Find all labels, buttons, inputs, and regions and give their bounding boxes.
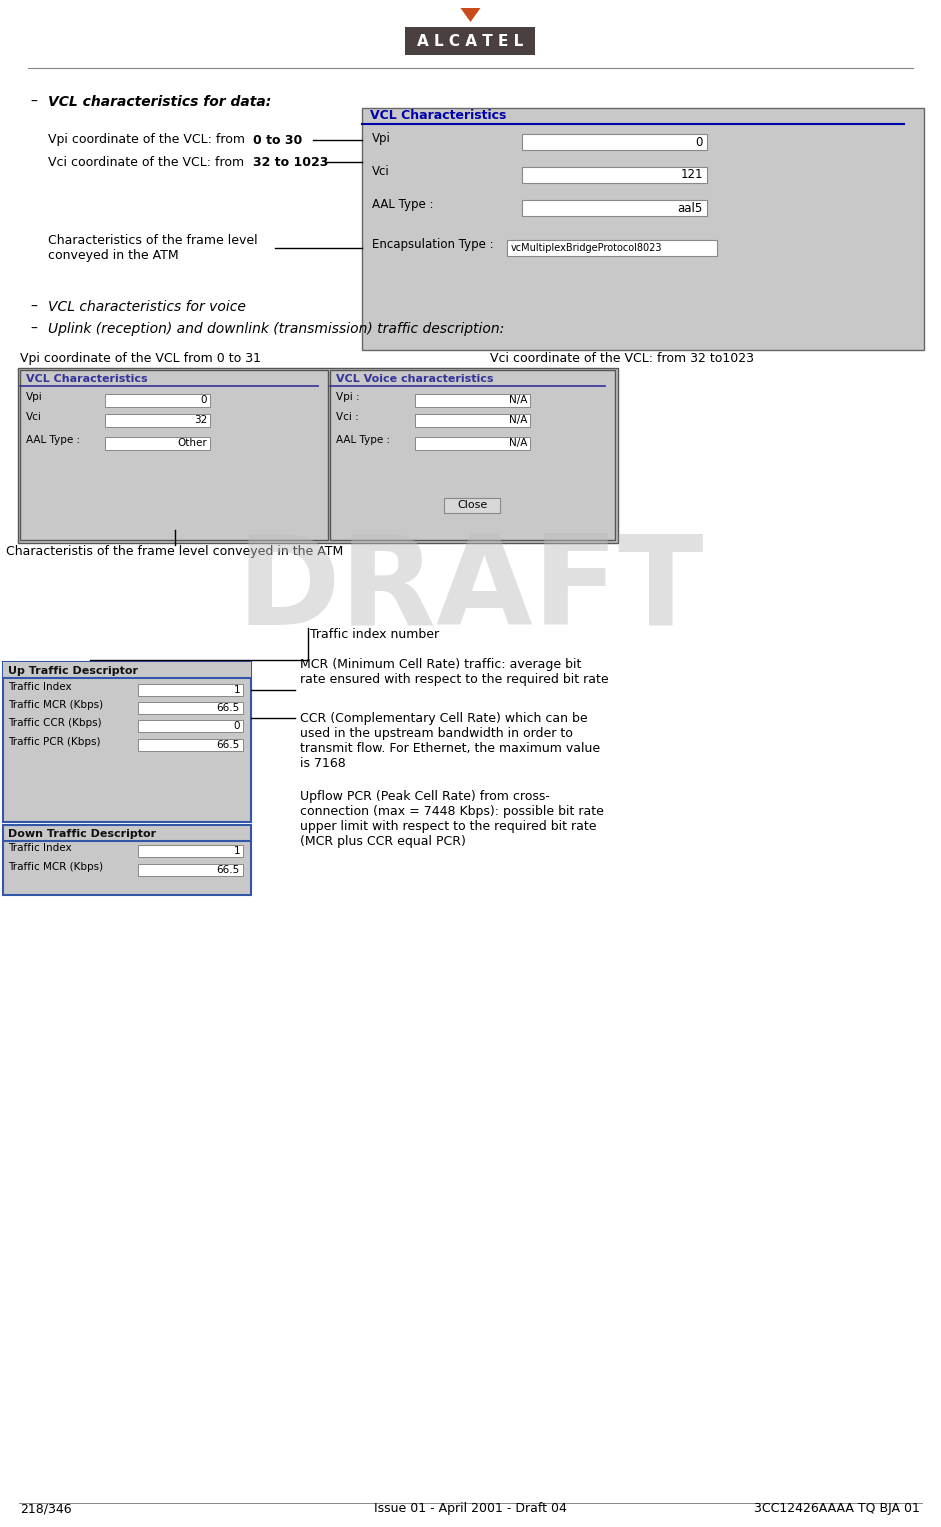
Bar: [138, 864, 243, 876]
Text: 66.5: 66.5: [216, 741, 240, 750]
Text: Vpi coordinate of the VCL: from: Vpi coordinate of the VCL: from: [48, 133, 249, 147]
Text: Encapsulation Type :: Encapsulation Type :: [372, 238, 494, 250]
Bar: [3, 825, 251, 895]
Text: AAL Type :: AAL Type :: [26, 435, 80, 444]
Text: –: –: [30, 95, 37, 108]
Text: AAL Type :: AAL Type :: [372, 199, 434, 211]
Bar: [138, 721, 243, 731]
Bar: [138, 739, 243, 751]
Text: 218/346: 218/346: [20, 1503, 72, 1515]
Text: Issue 01 - April 2001 - Draft 04: Issue 01 - April 2001 - Draft 04: [374, 1503, 566, 1515]
Text: 66.5: 66.5: [216, 864, 240, 875]
Text: Vci: Vci: [26, 412, 42, 421]
Bar: [105, 437, 210, 450]
Text: Other: Other: [177, 438, 207, 447]
Text: Vpi: Vpi: [26, 392, 42, 402]
Text: N/A: N/A: [509, 415, 527, 425]
Bar: [138, 844, 243, 857]
Bar: [138, 684, 243, 696]
Text: 0: 0: [233, 721, 240, 731]
Text: VCL characteristics for data:: VCL characteristics for data:: [48, 95, 271, 108]
Text: Close: Close: [457, 499, 487, 510]
Text: Traffic PCR (Kbps): Traffic PCR (Kbps): [8, 738, 101, 747]
Text: Vpi coordinate of the VCL from 0 to 31: Vpi coordinate of the VCL from 0 to 31: [20, 353, 261, 365]
Text: AAL Type :: AAL Type :: [336, 435, 391, 444]
Text: 32 to 1023: 32 to 1023: [253, 156, 328, 168]
Text: VCL Characteristics: VCL Characteristics: [26, 374, 148, 383]
Text: Upflow PCR (Peak Cell Rate) from cross-
connection (max = 7448 Kbps): possible b: Upflow PCR (Peak Cell Rate) from cross- …: [300, 789, 604, 847]
Text: Characteristis of the frame level conveyed in the ATM: Characteristis of the frame level convey…: [7, 545, 343, 557]
Bar: [105, 414, 210, 428]
Text: aal5: aal5: [678, 202, 703, 214]
Text: 1: 1: [233, 686, 240, 695]
Text: 1: 1: [233, 846, 240, 857]
Text: N/A: N/A: [509, 438, 527, 447]
Bar: [415, 437, 530, 450]
Text: –: –: [30, 299, 37, 315]
Bar: [444, 498, 501, 513]
Text: A L C A T E L: A L C A T E L: [418, 34, 523, 49]
Text: Vpi :: Vpi :: [336, 392, 359, 402]
Bar: [522, 200, 707, 215]
Bar: [507, 240, 717, 257]
Text: VCL characteristics for voice: VCL characteristics for voice: [48, 299, 246, 315]
Text: Down Traffic Descriptor: Down Traffic Descriptor: [8, 829, 156, 838]
Text: Vci coordinate of the VCL: from 32 to1023: Vci coordinate of the VCL: from 32 to102…: [490, 353, 754, 365]
Text: Vpi: Vpi: [372, 131, 391, 145]
Polygon shape: [460, 8, 481, 21]
Text: DRAFT: DRAFT: [236, 530, 704, 651]
Text: Traffic CCR (Kbps): Traffic CCR (Kbps): [8, 718, 102, 728]
Bar: [415, 414, 530, 428]
Text: Traffic index number: Traffic index number: [310, 628, 439, 641]
Bar: [3, 663, 251, 822]
Text: CCR (Complementary Cell Rate) which can be
used in the upstream bandwidth in ord: CCR (Complementary Cell Rate) which can …: [300, 712, 600, 770]
Text: 66.5: 66.5: [216, 702, 240, 713]
Text: Traffic MCR (Kbps): Traffic MCR (Kbps): [8, 863, 104, 872]
Text: vcMultiplexBridgeProtocol8023: vcMultiplexBridgeProtocol8023: [511, 243, 662, 253]
Bar: [105, 394, 210, 408]
Text: N/A: N/A: [509, 395, 527, 405]
Text: Vci: Vci: [372, 165, 390, 179]
Bar: [362, 108, 924, 350]
Bar: [406, 27, 535, 55]
Text: Up Traffic Descriptor: Up Traffic Descriptor: [8, 666, 138, 676]
Text: 32: 32: [194, 415, 207, 425]
Text: MCR (Minimum Cell Rate) traffic: average bit
rate ensured with respect to the re: MCR (Minimum Cell Rate) traffic: average…: [300, 658, 609, 686]
Text: 0: 0: [200, 395, 207, 405]
Text: 0 to 30: 0 to 30: [253, 133, 302, 147]
Bar: [138, 702, 243, 715]
Text: 121: 121: [680, 168, 703, 182]
Text: Vci coordinate of the VCL: from: Vci coordinate of the VCL: from: [48, 156, 248, 168]
Bar: [522, 166, 707, 183]
Text: Uplink (reception) and downlink (transmission) traffic description:: Uplink (reception) and downlink (transmi…: [48, 322, 504, 336]
Text: Traffic Index: Traffic Index: [8, 683, 72, 692]
Text: Traffic Index: Traffic Index: [8, 843, 72, 854]
Bar: [18, 368, 618, 544]
Text: –: –: [30, 322, 37, 336]
Text: 0: 0: [695, 136, 703, 148]
Bar: [3, 663, 251, 678]
Bar: [330, 370, 615, 541]
Text: Traffic MCR (Kbps): Traffic MCR (Kbps): [8, 699, 104, 710]
Bar: [415, 394, 530, 408]
Text: Vci :: Vci :: [336, 412, 359, 421]
Text: 3CC12426AAAA TQ BJA 01: 3CC12426AAAA TQ BJA 01: [754, 1503, 920, 1515]
Bar: [20, 370, 328, 541]
Text: Characteristics of the frame level
conveyed in the ATM: Characteristics of the frame level conve…: [48, 234, 258, 263]
Bar: [522, 134, 707, 150]
Text: VCL Voice characteristics: VCL Voice characteristics: [336, 374, 493, 383]
Text: VCL Characteristics: VCL Characteristics: [370, 108, 506, 122]
